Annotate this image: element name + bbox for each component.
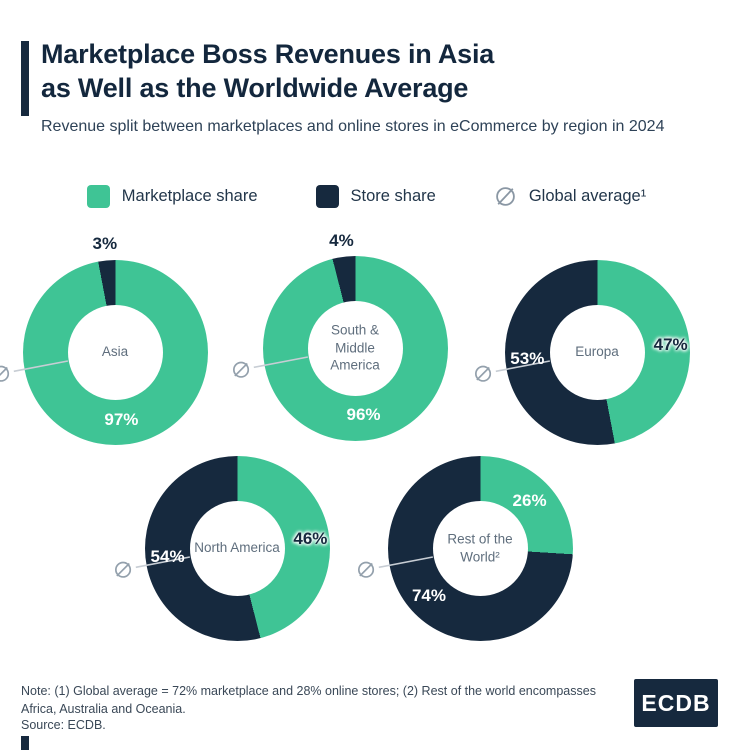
donut-ring [387, 455, 573, 641]
marketplace-share-value: 46% [293, 528, 328, 548]
store-share-value: 74% [411, 585, 446, 605]
page-title-line1: Marketplace Boss Revenues in Asia [41, 39, 495, 69]
region-label: Rest of the World² [447, 531, 513, 564]
global-average-marker [0, 360, 69, 382]
donut-ring [504, 259, 690, 445]
global-average-slash-icon [0, 365, 10, 382]
ecdb-logo: ECDB [634, 679, 718, 727]
donut-hole [432, 500, 528, 596]
donut-ring [262, 255, 448, 441]
global-average-slash-icon [475, 365, 492, 382]
region-label: Asia [101, 344, 129, 360]
donut-chart-europa: Europa 47% 53% [475, 227, 717, 462]
donut-chart-asia: Asia 97% 3% [0, 227, 235, 462]
donut-hole [549, 304, 645, 400]
page-title: Marketplace Boss Revenues in Asia as Wel… [41, 38, 494, 106]
marketplace-share-value: 47% [653, 335, 688, 355]
ecdb-logo-text: ECDB [641, 689, 711, 716]
donut-hole [67, 304, 163, 400]
legend-item-marketplace: Marketplace share [86, 185, 258, 208]
store-share-value: 54% [150, 546, 185, 566]
page-subtitle: Revenue split between marketplaces and o… [41, 118, 665, 135]
donut-chart-north-america: North America 46% 54% [115, 423, 357, 658]
global-average-slash-icon [358, 561, 375, 578]
donut-ring [144, 455, 330, 641]
marketplace-share-value: 26% [512, 491, 547, 511]
legend-label-store: Store share [350, 187, 436, 205]
store-share-value: 4% [329, 230, 354, 250]
legend: Marketplace share Store share Global ave… [0, 185, 733, 208]
legend-label-global-average: Global average¹ [528, 187, 647, 205]
region-label: North America [194, 540, 280, 556]
store-share-value: 3% [92, 234, 118, 254]
legend-label-marketplace: Marketplace share [121, 187, 258, 205]
title-accent-bar [21, 41, 29, 116]
donut-chart-south-middle-america: South & Middle America 96% 4% [233, 223, 475, 458]
global-average-slash-icon [233, 361, 250, 378]
bottom-accent-bar [21, 736, 29, 750]
store-share-swatch-icon [315, 185, 339, 208]
global-average-slash-icon [115, 561, 132, 578]
source-note: Source: ECDB. [21, 718, 106, 732]
page-title-line2: as Well as the Worldwide Average [41, 72, 469, 103]
region-label: South & Middle America [330, 322, 380, 373]
legend-item-store: Store share [315, 185, 436, 208]
global-average-marker [115, 556, 191, 578]
donut-hole [189, 500, 285, 596]
donut-ring [22, 259, 208, 445]
donut-hole [307, 300, 403, 396]
global-average-marker [233, 356, 309, 378]
region-label: Europa [575, 344, 619, 360]
marketplace-share-value: 97% [104, 409, 139, 429]
store-share-value: 53% [510, 348, 545, 368]
global-average-marker [358, 556, 434, 578]
marketplace-share-value: 96% [346, 405, 381, 425]
global-average-icon [494, 185, 517, 208]
marketplace-share-swatch-icon [86, 185, 110, 208]
donut-chart-rest-of-world: Rest of the World² 26% 74% [358, 423, 600, 658]
global-average-marker [475, 360, 551, 382]
footnote: Note: (1) Global average = 72% marketpla… [21, 684, 596, 717]
legend-item-global-average: Global average¹ [494, 185, 646, 208]
